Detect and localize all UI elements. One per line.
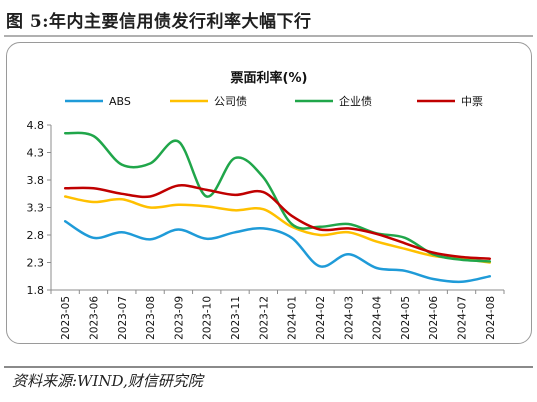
x-tick-label-2024-08: 2024-08	[485, 296, 497, 340]
y-tick-label-4-3: 4.3	[27, 147, 45, 160]
source-note: 资料来源:WIND,财信研究院	[12, 372, 203, 390]
legend-label-3: 企业债	[339, 94, 372, 108]
y-tick-label-3-8: 3.8	[27, 174, 45, 187]
y-tick-label-3-3: 3.3	[27, 202, 45, 215]
source-divider	[4, 366, 533, 368]
series-line-4	[63, 184, 492, 260]
figure-title: 图 5:年内主要信用债发行利率大幅下行	[6, 12, 312, 32]
legend-label-1: ABS	[109, 95, 131, 108]
x-tick-label-2024-02: 2024-02	[315, 296, 327, 340]
y-tick-label-2-8: 2.8	[27, 229, 45, 242]
legend-label-2: 公司债	[214, 94, 247, 108]
legend-label-4: 中票	[461, 95, 483, 108]
line-chart: 票面利率(%) ABS 公司债 企业债 中票 1.8 2.3 2.8 3.3 3.8 4.3 4.8 2…	[27, 70, 505, 340]
title-divider	[4, 35, 533, 37]
x-tick-label-2024-05: 2024-05	[400, 296, 412, 340]
x-tick-label-2023-12: 2023-12	[258, 296, 270, 340]
chart-title: 票面利率(%)	[231, 70, 308, 86]
x-tick-label-2024-03: 2024-03	[343, 296, 355, 340]
x-tick-label-2023-09: 2023-09	[173, 296, 185, 340]
x-tick-label-2023-06: 2023-06	[88, 296, 100, 340]
series-line-1	[63, 220, 492, 284]
x-tick-label-2023-10: 2023-10	[202, 296, 214, 340]
chart-panel: 票面利率(%) ABS 公司债 企业债 中票 1.8 2.3 2.8 3.3 3.8 4.3 4.8 2…	[6, 42, 532, 344]
x-tick-label-2023-07: 2023-07	[117, 296, 129, 340]
x-tick-label-2024-04: 2024-04	[372, 296, 384, 340]
x-tick-label-2023-11: 2023-11	[230, 296, 242, 340]
x-tick-label-2024-07: 2024-07	[457, 296, 469, 340]
series-line-3	[63, 131, 492, 263]
x-tick-label-2024-06: 2024-06	[428, 296, 440, 340]
y-tick-label-2-3: 2.3	[27, 257, 45, 270]
y-tick-label-1-8: 1.8	[27, 284, 45, 297]
series-line-2	[63, 195, 492, 264]
figure-header: 图 5:年内主要信用债发行利率大幅下行	[0, 0, 537, 37]
x-tick-label-2023-05: 2023-05	[60, 296, 72, 340]
x-tick-label-2024-01: 2024-01	[287, 296, 299, 340]
x-tick-label-2023-08: 2023-08	[145, 296, 157, 340]
y-tick-label-4-8: 4.8	[27, 119, 45, 132]
